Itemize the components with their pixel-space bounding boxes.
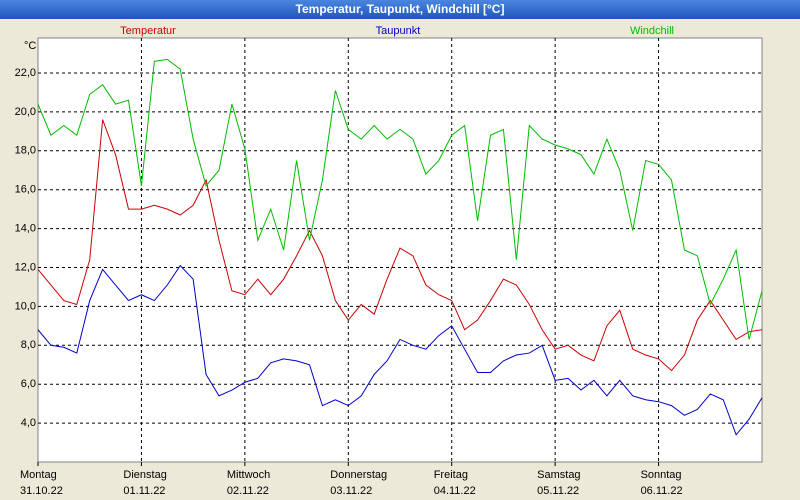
x-tick-date: 01.11.22 [123, 485, 165, 497]
legend-label: Temperatur [120, 25, 176, 37]
x-tick-label: Mittwoch [227, 469, 270, 481]
chart-title: Temperatur, Taupunkt, Windchill [°C] [296, 2, 505, 16]
series-line [37, 119, 763, 372]
y-tick-label: 12,0 [15, 261, 36, 273]
x-tick-label: Dienstag [123, 469, 166, 481]
y-tick-label: 16,0 [15, 184, 36, 196]
x-tick-label: Montag [20, 469, 57, 481]
y-tick-label: 6,0 [21, 378, 36, 390]
y-tick-label: 8,0 [21, 339, 36, 351]
title-bar [0, 0, 800, 19]
legend-label: Taupunkt [376, 25, 421, 37]
x-tick-label: Freitag [434, 469, 468, 481]
x-tick-date: 05.11.22 [537, 485, 579, 497]
x-tick-label: Sonntag [641, 469, 682, 481]
y-tick-label: 22,0 [15, 67, 36, 79]
series-line [37, 58, 763, 340]
x-tick-date: 02.11.22 [227, 485, 269, 497]
x-tick-label: Donnerstag [330, 469, 387, 481]
x-tick-label: Samstag [537, 469, 580, 481]
y-tick-label: 10,0 [15, 300, 36, 312]
y-unit: °C [24, 40, 36, 52]
y-tick-label: 20,0 [15, 106, 36, 118]
x-tick-date: 06.11.22 [641, 485, 683, 497]
series-line [37, 264, 763, 436]
x-tick-date: 31.10.22 [20, 485, 63, 497]
y-tick-label: 18,0 [15, 145, 36, 157]
x-tick-date: 03.11.22 [330, 485, 372, 497]
y-tick-label: 14,0 [15, 223, 36, 235]
x-tick-date: 04.11.22 [434, 485, 476, 497]
y-tick-label: 4,0 [21, 417, 36, 429]
legend-label: Windchill [630, 25, 674, 37]
plot-area [37, 37, 763, 463]
